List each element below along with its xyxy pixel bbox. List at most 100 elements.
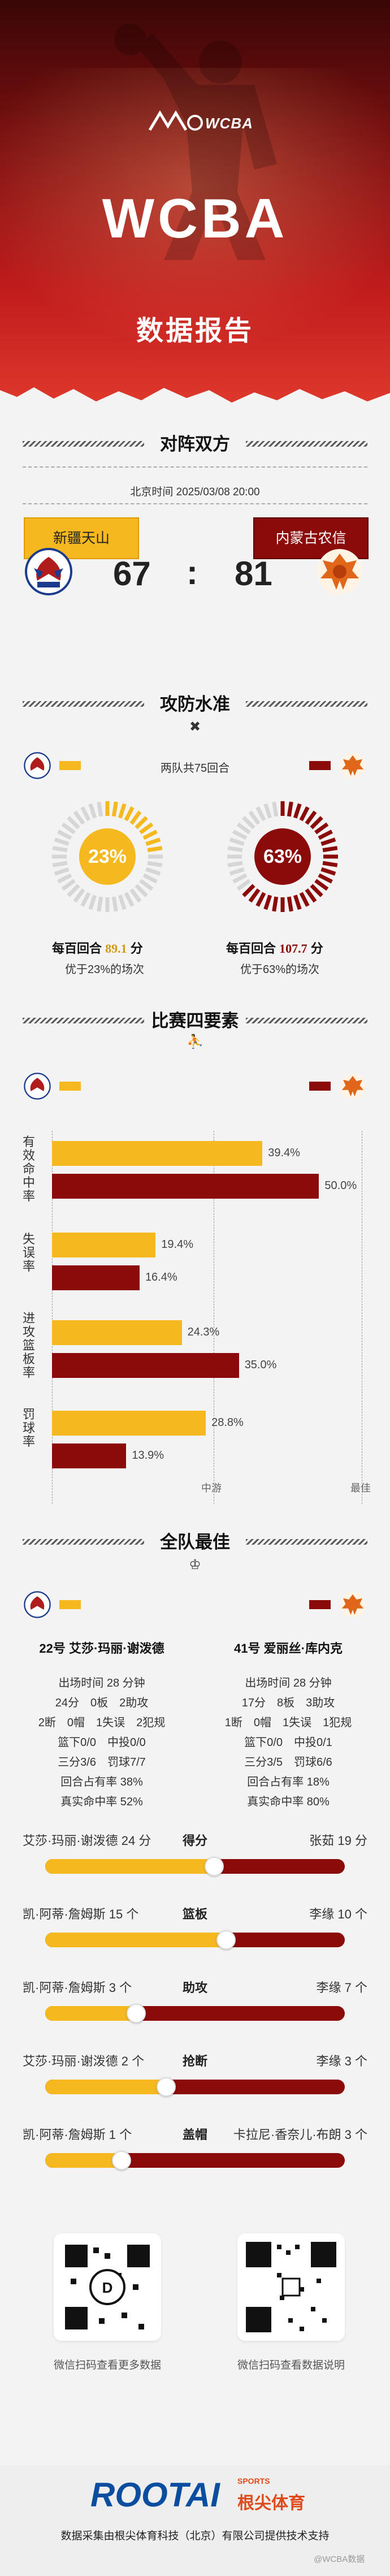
- team-a-emblem-icon: [24, 1591, 51, 1618]
- player-a-stat: 24分 0板 2助攻: [55, 1697, 149, 1709]
- player-b-stat: 回合占有率 18%: [247, 1776, 330, 1788]
- rootai-cn: 根尖体育: [237, 2494, 305, 2513]
- team-a-pct: 23%: [79, 828, 136, 885]
- ring-tick: [52, 861, 68, 867]
- leader-stat: 篮板: [182, 1907, 207, 1921]
- leader-bar: [45, 2080, 345, 2094]
- ring-tick: [54, 837, 70, 846]
- leader-right: 李缘 3 个: [316, 2054, 367, 2068]
- divider: [246, 1018, 367, 1023]
- factor-bar-b: [52, 1443, 127, 1468]
- player-a-stat: 出场时间 28 分钟: [58, 1677, 145, 1689]
- divider: [246, 701, 367, 707]
- ring-tick: [305, 888, 317, 903]
- team-b-legend: [309, 1600, 331, 1609]
- ring-tick: [142, 829, 158, 840]
- ring-tick: [54, 867, 70, 876]
- crossed-swords-icon: ✖: [189, 719, 201, 734]
- player-a-stat: 2断 0帽 1失误 2犯规: [38, 1717, 166, 1729]
- ring-tick: [147, 846, 163, 853]
- player-b-stat: 1断 0帽 1失误 1犯规: [224, 1717, 352, 1729]
- leader-stat: 抢断: [182, 2054, 207, 2068]
- team-b-efficiency-ring: [227, 801, 338, 912]
- factor-bar-a: [52, 1141, 263, 1166]
- ring-tick: [263, 894, 272, 910]
- ring-tick: [236, 822, 251, 835]
- ring-tick: [293, 894, 302, 910]
- qr-left-caption: 微信扫码查看更多数据: [53, 2359, 161, 2371]
- leader-stat: 盖帽: [182, 2128, 207, 2142]
- leader-right: 张茹 19 分: [309, 1834, 367, 1848]
- factor-bar-b: [52, 1174, 319, 1199]
- team-b-emblem-icon: [340, 753, 366, 779]
- team-a-emblem-icon: [24, 752, 51, 779]
- efficiency-title: 攻防水准: [160, 694, 230, 714]
- team-b-emblem-icon: [340, 1592, 366, 1618]
- separator: [23, 466, 367, 468]
- ring-tick: [139, 822, 154, 835]
- ring-tick: [318, 873, 333, 884]
- hero-title: WCBA: [102, 187, 288, 249]
- leader-left: 艾莎·玛丽·谢泼德 2 个: [23, 2054, 145, 2068]
- leader-left: 艾莎·玛丽·谢泼德 24 分: [23, 1834, 151, 1848]
- ring-tick: [97, 896, 103, 912]
- ring-tick: [255, 806, 266, 822]
- team-b-emblem-icon: [340, 1073, 366, 1099]
- player-a-stat: 三分3/6 罚球7/7: [58, 1756, 146, 1769]
- leader-bar-knob: [157, 2077, 176, 2097]
- svg-text:WCBA: WCBA: [205, 115, 252, 132]
- ring-tick: [111, 896, 118, 912]
- ring-tick: [118, 803, 127, 819]
- team-a-legend: [59, 761, 81, 770]
- team-a-efficiency-ring: [52, 801, 163, 912]
- possessions-text: 两队共75回合: [160, 762, 230, 775]
- ring-tick: [236, 879, 251, 891]
- team-b-score: 81: [235, 555, 272, 593]
- torn-edge: [0, 387, 390, 418]
- ring-tick: [57, 829, 72, 840]
- factor-bar-b: [52, 1353, 239, 1378]
- leader-right: 李缘 10 个: [309, 1907, 367, 1921]
- leader-bar: [45, 1859, 345, 1874]
- ring-tick: [232, 829, 248, 840]
- factor-bar-a: [52, 1233, 156, 1257]
- ring-tick: [287, 801, 293, 817]
- leader-bar-knob: [216, 1930, 236, 1950]
- best-title: 全队最佳: [160, 1532, 230, 1552]
- team-a-ppp: 每百回合 89.1 分: [52, 941, 143, 956]
- factor-value-b: 35.0%: [244, 1359, 277, 1371]
- ring-tick: [248, 888, 261, 903]
- ring-tick: [322, 861, 338, 867]
- leader-bar: [45, 1933, 345, 1947]
- divider: [246, 1539, 367, 1545]
- ring-tick: [139, 879, 154, 891]
- ring-tick: [135, 816, 148, 829]
- hero-subtitle: 数据报告: [136, 316, 254, 346]
- player-b-stat: 17分 8板 3助攻: [241, 1697, 335, 1709]
- ring-tick: [124, 892, 135, 907]
- ring-tick: [88, 894, 97, 910]
- leader-right: 卡拉尼·香奈儿·布朗 3 个: [233, 2128, 367, 2142]
- ring-tick: [248, 810, 261, 825]
- qr-code-more-data[interactable]: D: [54, 2233, 161, 2341]
- team-a-note: 优于23%的场次: [65, 963, 145, 976]
- footer: [0, 2465, 390, 2576]
- ring-tick: [310, 884, 323, 897]
- leader-stat: 得分: [182, 1834, 207, 1848]
- qr-right-caption: 微信扫码查看数据说明: [237, 2359, 345, 2371]
- divider: [23, 441, 144, 447]
- factor-value-a: 39.4%: [268, 1147, 300, 1159]
- ring-tick: [320, 837, 336, 846]
- qr-code-data-notes[interactable]: [237, 2233, 345, 2341]
- team-b-legend: [309, 761, 331, 770]
- ring-tick: [322, 846, 338, 853]
- trophy-icon: ♔: [189, 1557, 201, 1572]
- ring-tick: [314, 879, 329, 891]
- leader-bar-knob: [127, 2004, 146, 2023]
- ring-tick: [320, 867, 336, 876]
- player-silhouette-icon: [114, 24, 277, 260]
- ring-tick: [255, 892, 266, 907]
- player-b-stat: 出场时间 28 分钟: [245, 1677, 332, 1689]
- team-b-ppp: 每百回合 107.7 分: [226, 941, 323, 956]
- ring-tick: [67, 816, 80, 829]
